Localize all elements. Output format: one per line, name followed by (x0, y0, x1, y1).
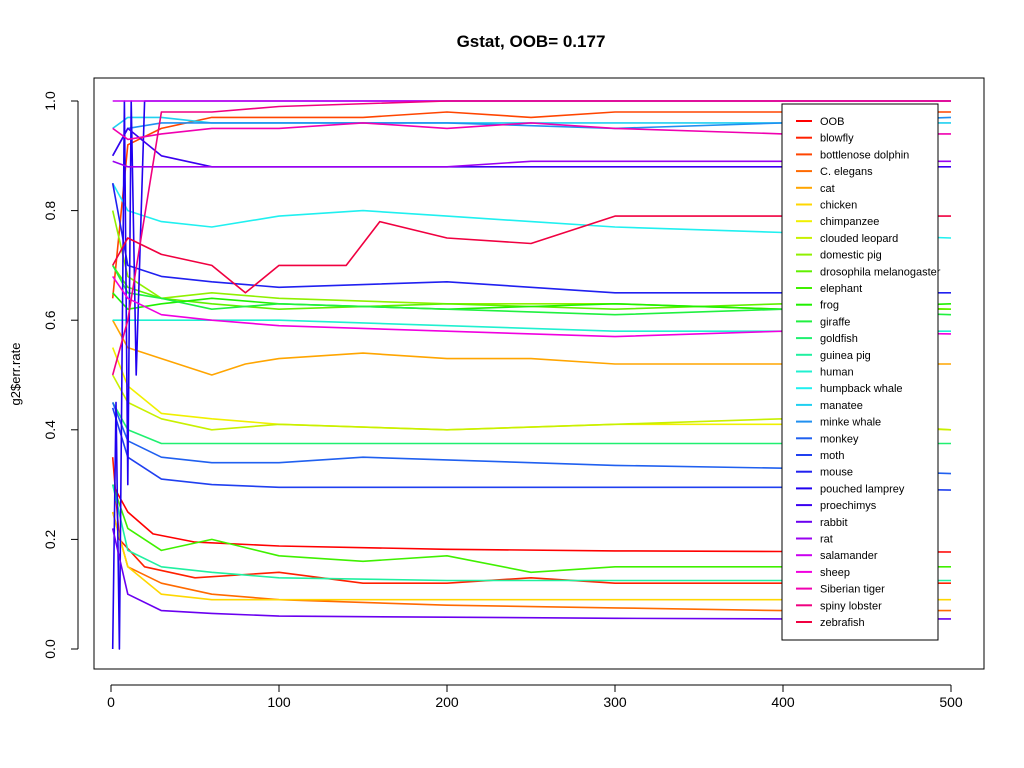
legend-label: domestic pig (820, 250, 882, 262)
legend-label: blowfly (820, 133, 854, 145)
chart-title: Gstat, OOB= 0.177 (457, 32, 606, 51)
legend-label: cat (820, 183, 835, 195)
x-tick-label: 400 (771, 694, 795, 710)
legend-label: rat (820, 534, 833, 546)
x-tick-label: 0 (107, 694, 115, 710)
series-line-guinea-pig (111, 484, 951, 582)
x-tick-label: 500 (939, 694, 963, 710)
series-line-humpback-whale (111, 182, 952, 239)
series-line-goldfish (111, 402, 951, 445)
y-tick-label: 0.6 (42, 310, 58, 330)
legend-label: moth (820, 450, 844, 462)
axes-group: 0 100 200 300 400 500 0.0 0.2 0.4 0.6 0.8 1.0 (42, 91, 963, 710)
y-axis-label: g2$err.rate (8, 343, 23, 406)
series-line-rabbit (111, 528, 951, 620)
legend: OOB blowfly bottlenose dolphin C. elegans ca… (781, 103, 941, 641)
legend-label: manatee (820, 400, 863, 412)
legend-label: clouded leopard (820, 233, 898, 245)
x-tick-label: 100 (267, 694, 291, 710)
legend-label: spiny lobster (820, 600, 882, 612)
legend-label: drosophila melanogaster (820, 266, 941, 278)
legend-label: C. elegans (820, 166, 873, 178)
legend-label: goldfish (820, 333, 858, 345)
series-line-siberian-tiger (112, 122, 951, 141)
legend-label: monkey (820, 433, 859, 445)
series-line-elephant (111, 484, 951, 574)
legend-label: elephant (820, 283, 862, 295)
legend-label: minke whale (820, 417, 881, 429)
legend-label: mouse (820, 467, 853, 479)
y-tick-label: 1.0 (42, 91, 58, 111)
x-tick-label: 300 (603, 694, 627, 710)
legend-label: zebrafish (820, 617, 865, 629)
legend-label: pouched lamprey (820, 483, 905, 495)
series-line-human (112, 319, 951, 333)
x-tick-label: 200 (435, 694, 459, 710)
plot-frame (93, 77, 985, 670)
legend-label: proechimys (820, 500, 877, 512)
plot-series-group (111, 100, 952, 650)
legend-label: Siberian tiger (820, 584, 885, 596)
legend-label: chicken (820, 200, 857, 212)
series-line-chicken (111, 511, 951, 601)
legend-label: salamander (820, 550, 878, 562)
legend-label: human (820, 367, 854, 379)
legend-label: giraffe (820, 316, 850, 328)
series-line-rat (112, 160, 951, 168)
legend-label: guinea pig (820, 350, 871, 362)
series-line-bottlenose-dolphin (111, 111, 951, 299)
series-line-spiny-lobster (111, 100, 951, 376)
series-line-sheep (112, 275, 952, 338)
series-line-zebrafish (111, 215, 951, 294)
y-tick-label: 0.4 (42, 420, 58, 440)
series-line-minke-whale (111, 116, 952, 157)
legend-label: bottlenose dolphin (820, 149, 909, 161)
series-line-oob (111, 484, 952, 553)
y-tick-label: 0.0 (42, 639, 58, 659)
legend-label: OOB (820, 116, 844, 128)
legend-label: chimpanzee (820, 216, 879, 228)
y-tick-label: 0.8 (42, 201, 58, 221)
legend-label: sheep (820, 567, 850, 579)
legend-label: humpback whale (820, 383, 903, 395)
series-line-clouded-leopard (111, 374, 952, 431)
y-tick-label: 0.2 (42, 529, 58, 549)
series-line-blowfly (111, 457, 951, 585)
legend-label: frog (820, 300, 839, 312)
series-line-cat (111, 319, 951, 376)
series-line-monkey (111, 402, 952, 475)
legend-label: rabbit (820, 517, 848, 529)
series-line-moth (111, 407, 952, 491)
